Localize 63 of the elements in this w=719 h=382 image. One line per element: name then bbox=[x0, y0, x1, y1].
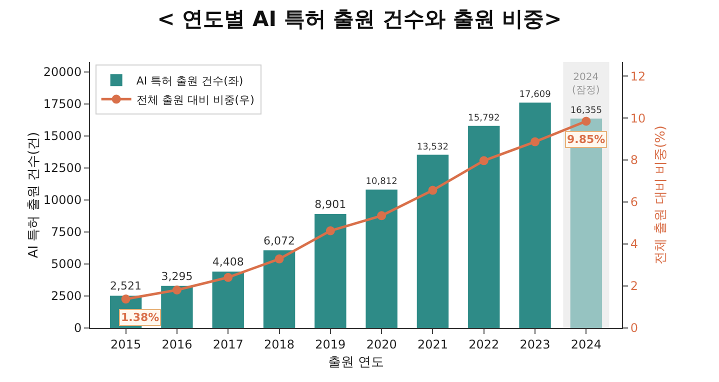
point bbox=[582, 116, 591, 126]
bar bbox=[212, 272, 244, 328]
x-tick-label: 2022 bbox=[468, 337, 500, 352]
y-axis-title: AI 특허 출원 건수(건) bbox=[26, 132, 42, 258]
bar bbox=[519, 102, 551, 328]
bar bbox=[468, 126, 500, 328]
data-label: 16,355 bbox=[570, 106, 602, 116]
point bbox=[377, 211, 386, 220]
x-tick-label: 2019 bbox=[315, 337, 346, 352]
x-tick-label: 2023 bbox=[520, 337, 550, 352]
y-tick-label: 7500 bbox=[51, 225, 82, 240]
point bbox=[326, 226, 335, 236]
y2-axis-title: 전체 출원 대비 비중(%) bbox=[654, 126, 668, 264]
x-tick-label: 2018 bbox=[264, 337, 295, 352]
data-label: 13,532 bbox=[416, 142, 449, 152]
point bbox=[479, 156, 488, 166]
y2-tick-label: 8 bbox=[630, 153, 638, 168]
bar bbox=[263, 250, 296, 328]
x-tick-label: 2021 bbox=[417, 337, 448, 352]
bar bbox=[416, 154, 449, 328]
data-label: 1.38% bbox=[121, 311, 160, 324]
x-tick-label: 2020 bbox=[366, 337, 397, 352]
legend-label: 전체 출원 대비 비중(우) bbox=[136, 93, 254, 106]
data-label: 4,408 bbox=[212, 256, 244, 269]
y-tick-label: 0 bbox=[74, 321, 82, 336]
data-label: 9.85% bbox=[567, 133, 606, 146]
x-axis-title: 출원 연도 bbox=[328, 355, 384, 370]
y-tick-label: 12500 bbox=[43, 161, 82, 176]
x-tick-label: 2017 bbox=[212, 337, 244, 352]
data-label: 2,521 bbox=[110, 280, 142, 293]
band-label: 2024 (잠정) bbox=[572, 72, 600, 96]
y2-tick-label: 12 bbox=[630, 69, 646, 84]
data-label: 15,792 bbox=[468, 113, 500, 124]
x-tick-label: 2024 bbox=[570, 337, 602, 352]
bar bbox=[366, 190, 398, 328]
point bbox=[530, 137, 540, 146]
x-tick-label: 2016 bbox=[162, 337, 192, 352]
point bbox=[224, 272, 233, 282]
y2-tick-label: 2 bbox=[630, 279, 638, 294]
chart-title: < 연도별 AI 특허 출원 건수와 출원 비중> bbox=[157, 7, 562, 32]
y-tick-label: 20000 bbox=[43, 65, 82, 80]
y2-tick-label: 6 bbox=[630, 195, 638, 210]
bar bbox=[161, 286, 193, 328]
bar bbox=[314, 214, 346, 328]
y2-tick-label: 10 bbox=[630, 111, 646, 126]
y-tick-label: 17500 bbox=[43, 97, 82, 112]
y2-tick-label: 4 bbox=[630, 237, 638, 252]
point bbox=[121, 294, 130, 304]
data-label: 10,812 bbox=[366, 177, 398, 188]
y-tick-label: 15000 bbox=[43, 129, 82, 144]
data-label: 3,295 bbox=[161, 270, 193, 283]
y-tick-label: 2500 bbox=[51, 289, 82, 304]
data-label: 17,609 bbox=[519, 90, 552, 100]
x-tick-label: 2015 bbox=[110, 337, 142, 352]
point bbox=[428, 186, 438, 195]
data-label: 8,901 bbox=[314, 198, 346, 212]
point bbox=[274, 254, 284, 264]
y2-tick-label: 0 bbox=[630, 321, 638, 336]
data-label: 6,072 bbox=[264, 234, 296, 248]
y-tick-label: 10000 bbox=[43, 193, 82, 208]
y-tick-label: 5000 bbox=[51, 257, 82, 272]
legend-label: AI 특허 출원 건수(좌) bbox=[136, 74, 244, 88]
point bbox=[172, 286, 182, 294]
